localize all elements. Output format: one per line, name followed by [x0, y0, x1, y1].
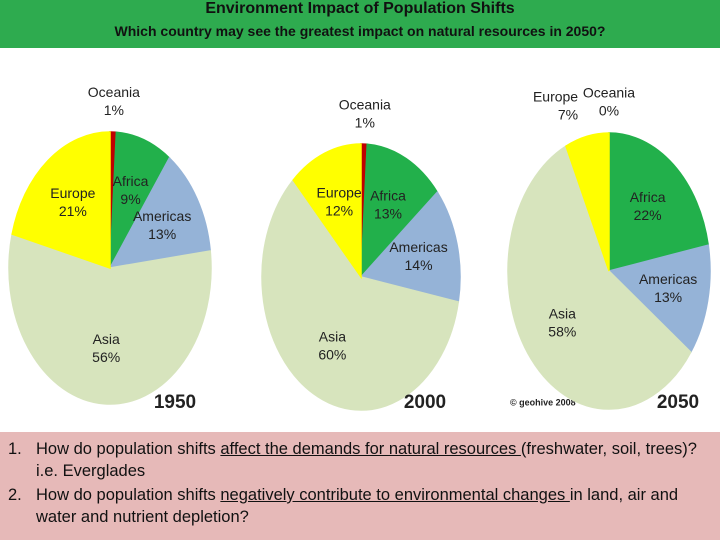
pie-slice	[261, 178, 460, 411]
slice-label: Europe	[50, 185, 95, 201]
question-text: How do population shifts	[36, 486, 221, 504]
pie-title: 2050	[657, 392, 699, 413]
slice-value: 22%	[634, 207, 662, 223]
question-text: affect the demands for natural resources	[220, 440, 521, 458]
slice-value: 14%	[405, 257, 433, 273]
pie-slice	[507, 144, 692, 410]
pie-slice	[607, 244, 711, 354]
question-text: negatively contribute to environmental c…	[220, 486, 570, 504]
pie-slice	[11, 131, 111, 270]
slice-value: 9%	[120, 191, 140, 207]
question-text: How do population shifts	[36, 440, 221, 458]
credit: © geohive 2008	[510, 397, 576, 407]
pie-title: 2000	[404, 392, 446, 413]
slice-label: Europe	[317, 185, 362, 201]
question: 1. How do population shifts affect the d…	[0, 438, 720, 482]
pie-slice	[359, 190, 461, 303]
slice-label: Americas	[389, 239, 447, 255]
slice-label: Africa	[113, 173, 149, 189]
questions: 1. How do population shifts affect the d…	[0, 432, 720, 540]
header: Environment Impact of Population Shifts …	[0, 0, 720, 48]
pie-slice	[608, 132, 710, 272]
pie-charts: © geohive 2008 Oceania1%Africa9%Americas…	[8, 84, 711, 413]
pie-title: 1950	[154, 392, 196, 413]
question: 2. How do population shifts negatively c…	[0, 484, 720, 528]
slice-value: 56%	[92, 349, 120, 365]
slice-value: 1%	[355, 115, 375, 131]
slice-value: 0%	[599, 102, 619, 118]
slice-value: 7%	[558, 106, 578, 122]
slice-value: 1%	[104, 102, 124, 118]
slice-value: 13%	[374, 206, 402, 222]
slice-value: 13%	[148, 226, 176, 242]
question-text: (freshwater, soil, trees)? i.e. Everglad…	[36, 440, 697, 480]
question-number: 1.	[8, 440, 22, 458]
slice-label: Oceania	[583, 84, 635, 100]
pie-slice	[292, 143, 362, 280]
slice-label: Americas	[133, 208, 191, 224]
slice-value: 21%	[59, 203, 87, 219]
slice-label: Africa	[630, 189, 666, 205]
slice-label: Europe	[533, 88, 578, 104]
slice-label: Asia	[93, 331, 120, 347]
slice-label: Asia	[549, 305, 576, 321]
pie-slice	[8, 233, 212, 405]
slice-label: Africa	[370, 188, 406, 204]
slice-label: Asia	[319, 329, 346, 345]
slice-label: Oceania	[339, 97, 391, 113]
subtitle: Which country may see the greatest impac…	[114, 23, 606, 39]
slice-value: 13%	[654, 289, 682, 305]
pie-slice	[360, 143, 439, 280]
question-text: in land, air and water and nutrient depl…	[36, 486, 679, 526]
slice-label: Oceania	[88, 84, 140, 100]
pie-slice	[108, 156, 212, 269]
question-number: 2.	[8, 486, 22, 504]
slice-value: 58%	[548, 323, 576, 339]
pie-slice	[565, 132, 610, 272]
title: Environment Impact of Population Shifts	[205, 0, 515, 17]
slice-value: 12%	[325, 203, 353, 219]
slice-label: Americas	[639, 271, 697, 287]
slice-value: 60%	[318, 347, 346, 363]
